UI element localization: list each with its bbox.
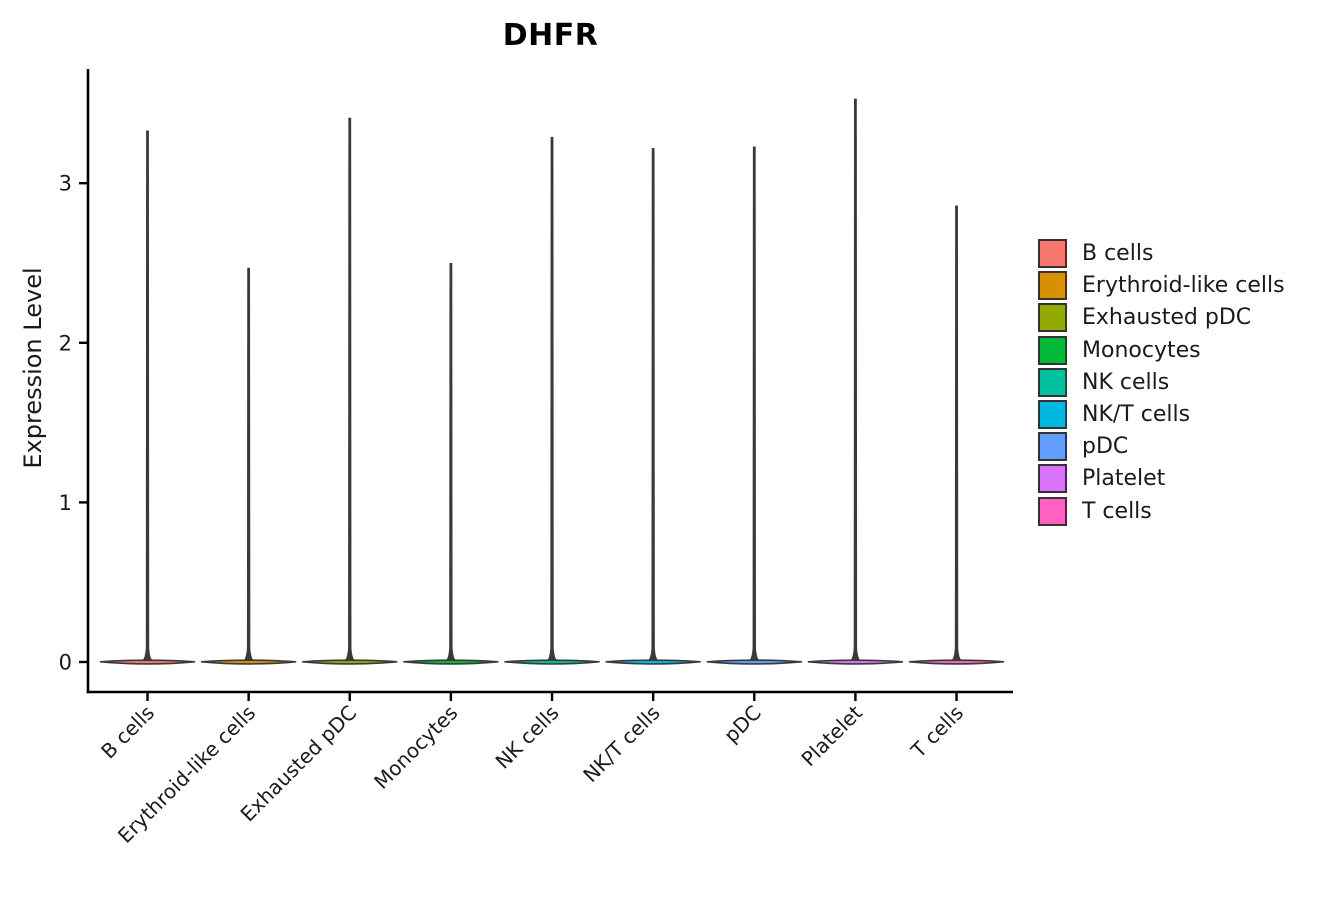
violin-base — [301, 659, 398, 665]
x-tick-label: pDC — [719, 701, 766, 748]
violin-spike — [951, 205, 963, 661]
legend-swatch — [1038, 271, 1067, 301]
violin-spike — [142, 130, 153, 661]
violin-spike — [546, 136, 558, 661]
legend-item: T cells — [1038, 496, 1285, 526]
chart-title: DHFR — [502, 18, 599, 53]
legend-label: pDC — [1082, 434, 1129, 460]
legend-item: B cells — [1038, 239, 1285, 268]
legend-label: B cells — [1082, 241, 1154, 266]
legend-label: NK cells — [1082, 369, 1170, 395]
legend-item: Erythroid-like cells — [1038, 271, 1285, 301]
legend: B cells Erythroid-like cells Exhausted pDC… — [1038, 239, 1285, 529]
y-tick-label: 0 — [59, 651, 72, 675]
legend-swatch — [1038, 303, 1067, 333]
violin-spike — [647, 148, 659, 661]
legend-label: Exhausted pDC — [1082, 305, 1252, 331]
legend-swatch — [1038, 496, 1067, 526]
legend-item: Platelet — [1038, 464, 1285, 494]
violin-base — [504, 659, 600, 665]
legend-label: Erythroid-like cells — [1082, 273, 1285, 299]
x-tick-label: Platelet — [796, 700, 867, 771]
y-tick-label: 3 — [59, 172, 72, 196]
legend-item: Exhausted pDC — [1038, 303, 1285, 333]
legend-item: NK cells — [1038, 367, 1285, 397]
y-tick-label: 2 — [59, 331, 72, 355]
x-tick-label: B cells — [96, 701, 159, 764]
legend-swatch — [1038, 399, 1067, 429]
violin-base — [605, 659, 701, 665]
legend-swatch — [1038, 335, 1067, 365]
violin-base — [99, 659, 196, 665]
legend-swatch — [1038, 239, 1067, 268]
legend-label: T cells — [1082, 498, 1152, 524]
x-tick-label: Monocytes — [369, 701, 462, 794]
y-tick-label: 1 — [59, 491, 72, 515]
violin-spike — [243, 267, 255, 661]
violin-spike — [748, 146, 760, 661]
x-tick-label: T cells — [906, 701, 969, 764]
violin-base — [200, 659, 297, 665]
x-tick-label: NK cells — [491, 701, 564, 774]
violin-spike — [849, 98, 861, 661]
legend-swatch — [1038, 367, 1067, 397]
legend-item: Monocytes — [1038, 335, 1285, 365]
legend-label: Platelet — [1082, 466, 1166, 492]
violin-base — [807, 659, 904, 665]
violin-base — [706, 659, 803, 665]
violin-base — [403, 659, 499, 665]
legend-item: pDC — [1038, 432, 1285, 462]
legend-item: NK/T cells — [1038, 399, 1285, 429]
x-tick-label: NK/T cells — [578, 701, 664, 787]
violin-spike — [344, 117, 356, 661]
violin-spike — [445, 263, 457, 661]
legend-swatch — [1038, 464, 1067, 494]
legend-swatch — [1038, 432, 1067, 462]
legend-label: Monocytes — [1082, 337, 1201, 363]
violin-base — [908, 659, 1005, 665]
legend-label: NK/T cells — [1082, 401, 1191, 427]
